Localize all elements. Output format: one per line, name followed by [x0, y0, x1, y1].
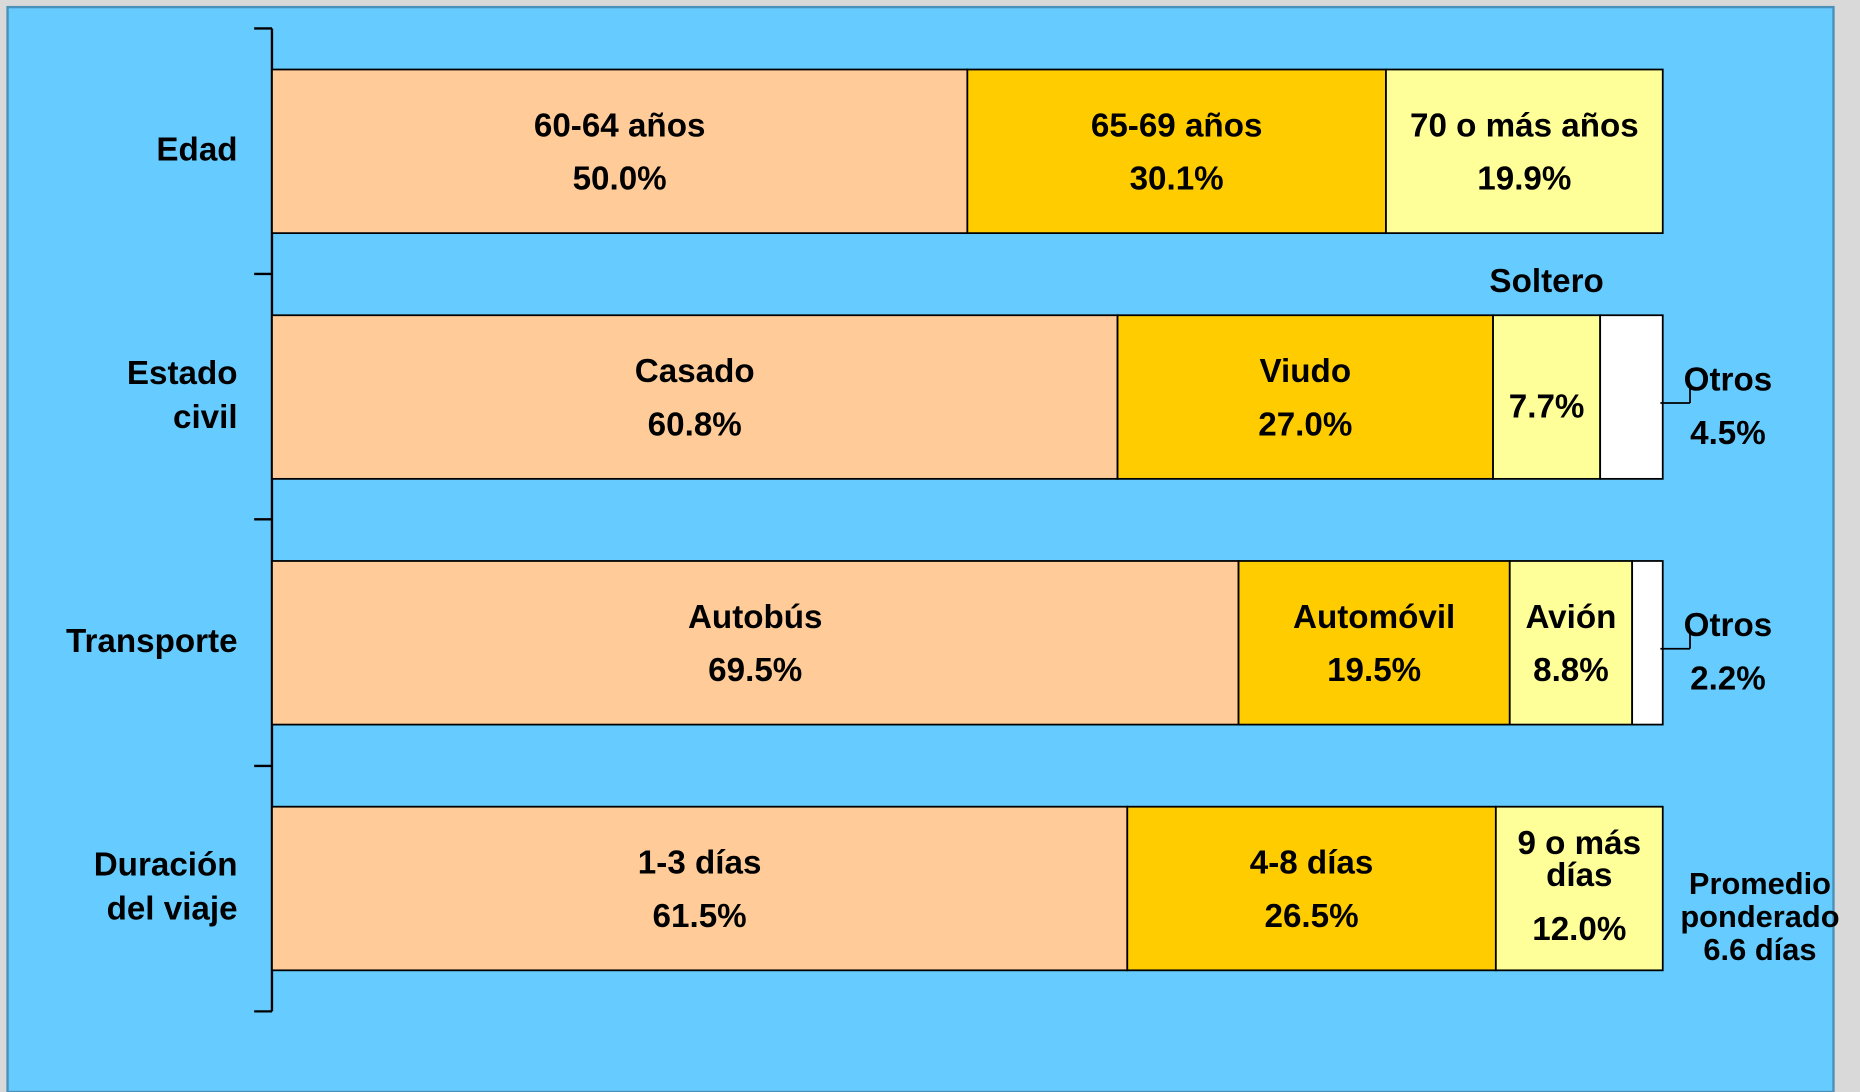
- value-label: 61.5%: [653, 898, 747, 935]
- category-label: Duración del viaje: [94, 846, 238, 927]
- bar-segment: [1599, 314, 1664, 480]
- value-label: 4.5%: [1690, 415, 1766, 452]
- bar-segment: [966, 68, 1387, 235]
- segment-label: Otros: [1684, 607, 1773, 644]
- value-label: 60.8%: [648, 406, 742, 443]
- segment-label: Automóvil: [1293, 599, 1455, 636]
- value-label: 12.0%: [1532, 911, 1626, 948]
- bar-segment: [271, 805, 1129, 972]
- value-label: 27.0%: [1258, 406, 1352, 443]
- segment-label: 9 o más días: [1517, 825, 1641, 894]
- annotation: Promedio: [1689, 866, 1831, 901]
- annotation: 6.6 días: [1703, 932, 1816, 967]
- bar-segment: [271, 68, 969, 235]
- segment-label: Viudo: [1260, 353, 1352, 390]
- bar-segment: [1126, 805, 1497, 972]
- segment-label: Avión: [1525, 599, 1616, 636]
- category-label: Edad: [156, 131, 237, 168]
- segment-label: 4-8 días: [1250, 845, 1374, 882]
- segment-label: 65-69 años: [1091, 107, 1263, 144]
- bar-segment: [1492, 314, 1602, 480]
- bar-segment: [1631, 560, 1664, 726]
- bar-segment: [1494, 805, 1664, 972]
- value-label: 69.5%: [708, 652, 802, 689]
- value-label: 19.9%: [1477, 161, 1571, 198]
- segment-label: Casado: [635, 353, 755, 390]
- bar-segment: [271, 314, 1119, 480]
- category-label: Transporte: [66, 623, 238, 660]
- bar-segment: [1385, 68, 1664, 235]
- value-label: 8.8%: [1533, 652, 1609, 689]
- value-label: 26.5%: [1265, 898, 1359, 935]
- value-label: 2.2%: [1690, 660, 1766, 697]
- value-label: 50.0%: [573, 161, 667, 198]
- annotation: ponderado: [1680, 899, 1839, 934]
- value-label: 7.7%: [1509, 389, 1585, 426]
- value-label: 30.1%: [1130, 161, 1224, 198]
- bar-segment: [271, 560, 1240, 726]
- value-label: 19.5%: [1327, 652, 1421, 689]
- bar-segment: [1116, 314, 1494, 480]
- segment-label: Soltero: [1489, 263, 1603, 300]
- segment-label: 70 o más años: [1410, 107, 1639, 144]
- bar-segment: [1508, 560, 1634, 726]
- segment-label: 60-64 años: [534, 107, 706, 144]
- segment-label: 1-3 días: [638, 845, 762, 882]
- segment-label: Autobús: [688, 599, 823, 636]
- bar-segment: [1237, 560, 1511, 726]
- segment-label: Otros: [1684, 361, 1773, 398]
- category-label: Estado civil: [127, 355, 238, 436]
